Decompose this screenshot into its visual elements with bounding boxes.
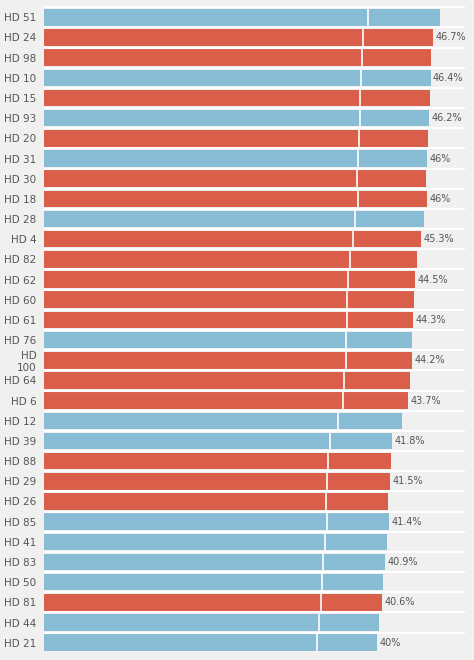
Text: 44.3%: 44.3% xyxy=(416,315,446,325)
Bar xyxy=(44,191,358,207)
Bar xyxy=(44,433,329,449)
Bar xyxy=(358,150,427,167)
Bar xyxy=(328,473,390,490)
Bar xyxy=(44,69,361,86)
Bar xyxy=(44,312,346,328)
Bar xyxy=(44,110,360,127)
Bar xyxy=(44,271,348,288)
Bar xyxy=(44,9,368,26)
Text: 46%: 46% xyxy=(430,154,451,164)
Bar xyxy=(44,231,354,248)
Bar xyxy=(44,574,322,591)
Bar xyxy=(44,50,362,66)
Text: 46%: 46% xyxy=(430,194,451,204)
Bar xyxy=(350,251,417,268)
Bar xyxy=(44,332,346,348)
Bar xyxy=(359,130,428,147)
Bar xyxy=(360,110,429,127)
Bar xyxy=(326,493,388,510)
Bar xyxy=(44,352,346,368)
Bar xyxy=(44,251,350,268)
Bar xyxy=(356,211,424,227)
Bar xyxy=(322,574,383,591)
Bar xyxy=(44,634,317,651)
Text: 46.4%: 46.4% xyxy=(433,73,464,82)
Text: 40%: 40% xyxy=(380,638,401,647)
Bar xyxy=(361,69,430,86)
Text: 45.3%: 45.3% xyxy=(424,234,455,244)
Bar xyxy=(358,191,427,207)
Bar xyxy=(44,170,357,187)
Bar xyxy=(344,372,410,389)
Text: 40.9%: 40.9% xyxy=(387,557,418,567)
Text: 40.6%: 40.6% xyxy=(385,597,415,607)
Bar xyxy=(317,634,377,651)
Bar xyxy=(44,130,359,147)
Bar xyxy=(346,312,413,328)
Bar xyxy=(346,352,412,368)
Text: 43.7%: 43.7% xyxy=(410,395,441,406)
Bar xyxy=(323,554,385,570)
Text: 46.7%: 46.7% xyxy=(436,32,466,42)
Bar xyxy=(44,533,326,550)
Bar xyxy=(44,372,344,389)
Bar xyxy=(44,150,358,167)
Bar xyxy=(44,614,319,631)
Bar xyxy=(363,29,433,46)
Bar xyxy=(328,453,391,469)
Text: 41.8%: 41.8% xyxy=(395,436,425,446)
Bar xyxy=(44,211,356,227)
Bar xyxy=(319,614,379,631)
Bar xyxy=(327,513,389,530)
Bar xyxy=(338,412,402,429)
Bar xyxy=(343,392,408,409)
Bar xyxy=(347,292,414,308)
Bar xyxy=(44,90,360,106)
Bar xyxy=(348,271,415,288)
Bar xyxy=(346,332,412,348)
Bar xyxy=(321,594,382,610)
Text: 46.2%: 46.2% xyxy=(431,113,462,123)
Bar xyxy=(362,50,431,66)
Bar xyxy=(357,170,426,187)
Bar xyxy=(44,554,323,570)
Bar xyxy=(44,292,347,308)
Bar xyxy=(44,594,321,610)
Bar xyxy=(44,412,338,429)
Bar xyxy=(44,513,327,530)
Bar xyxy=(368,9,440,26)
Bar xyxy=(326,533,387,550)
Bar xyxy=(360,90,430,106)
Text: 41.5%: 41.5% xyxy=(392,477,423,486)
Bar xyxy=(44,392,343,409)
Text: 41.4%: 41.4% xyxy=(392,517,422,527)
Bar xyxy=(354,231,421,248)
Bar xyxy=(44,453,328,469)
Bar xyxy=(329,433,392,449)
Bar xyxy=(44,493,326,510)
Bar xyxy=(44,473,328,490)
Bar xyxy=(44,29,363,46)
Text: 44.5%: 44.5% xyxy=(417,275,448,284)
Text: 44.2%: 44.2% xyxy=(415,355,445,365)
